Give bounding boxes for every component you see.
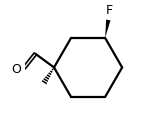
Text: F: F bbox=[106, 4, 113, 17]
Polygon shape bbox=[105, 20, 111, 38]
Text: O: O bbox=[11, 63, 21, 76]
